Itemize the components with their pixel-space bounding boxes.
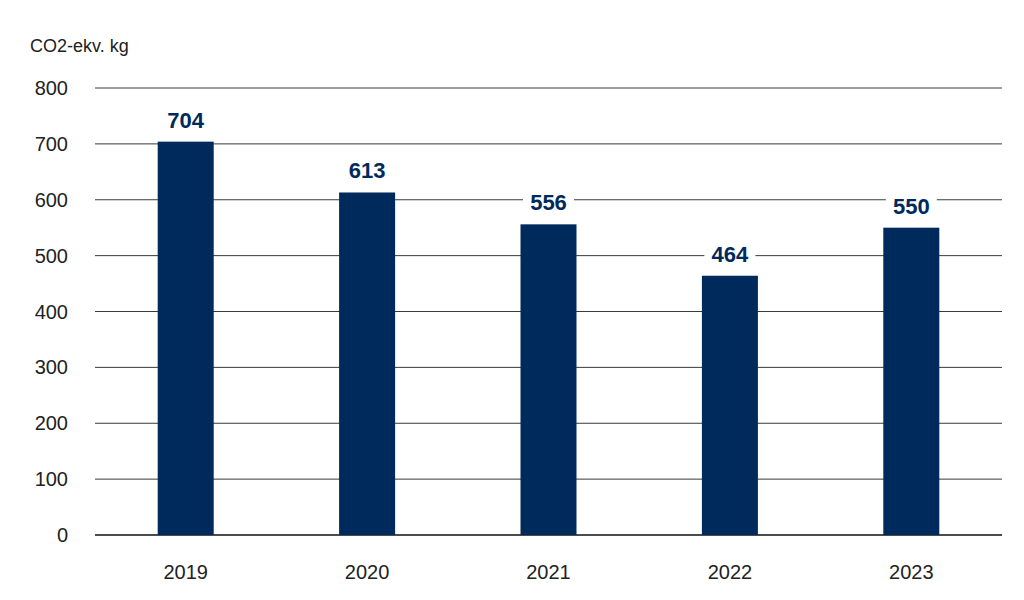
data-label-background xyxy=(704,242,755,268)
bar xyxy=(883,228,939,535)
x-tick-label: 2021 xyxy=(526,561,571,583)
y-tick-label: 100 xyxy=(35,468,68,490)
bars xyxy=(158,142,940,535)
bar xyxy=(339,192,395,535)
y-tick-label: 200 xyxy=(35,412,68,434)
chart-svg: CO2-ekv. kg 0 100 200 300 400 500 600 700 800 704 6… xyxy=(0,0,1024,600)
y-tick-label: 800 xyxy=(35,77,68,99)
data-label-background xyxy=(160,108,211,134)
y-tick-label: 500 xyxy=(35,245,68,267)
y-tick-label: 0 xyxy=(57,524,68,546)
chart-container: CO2-ekv. kg 0 100 200 300 400 500 600 700 800 704 6… xyxy=(0,0,1024,600)
data-label: 704 xyxy=(167,108,204,133)
data-label: 556 xyxy=(530,190,567,215)
x-tick-label: 2022 xyxy=(708,561,753,583)
data-label: 613 xyxy=(349,158,386,183)
bar xyxy=(158,142,214,535)
x-tick-label: 2019 xyxy=(163,561,208,583)
bar xyxy=(521,224,577,535)
y-tick-label: 700 xyxy=(35,133,68,155)
x-tick-label: 2023 xyxy=(889,561,934,583)
data-label-background xyxy=(342,158,393,184)
x-tick-label: 2020 xyxy=(345,561,390,583)
bar xyxy=(702,276,758,535)
y-axis-label: CO2-ekv. kg xyxy=(30,36,129,56)
data-label-background xyxy=(523,190,574,216)
data-label-background xyxy=(886,194,937,220)
grid-line xyxy=(95,143,1002,144)
grid-line xyxy=(95,88,1002,89)
data-label: 550 xyxy=(893,194,930,219)
y-tick-label: 300 xyxy=(35,356,68,378)
data-label: 464 xyxy=(712,242,749,267)
y-tick-label: 400 xyxy=(35,301,68,323)
data-labels: 704 613 556 464 550 xyxy=(160,108,937,268)
y-tick-label: 600 xyxy=(35,189,68,211)
